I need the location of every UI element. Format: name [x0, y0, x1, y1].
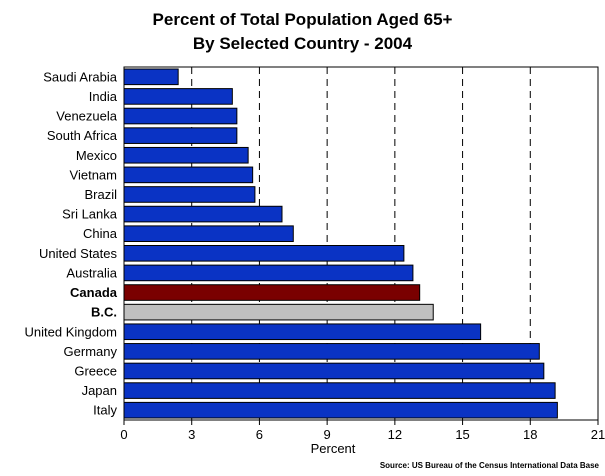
bar-india — [123, 88, 233, 105]
bar-japan — [123, 382, 556, 399]
category-label-india: India — [89, 89, 118, 104]
x-axis-title: Percent — [311, 441, 356, 456]
x-tick-label-15: 15 — [455, 427, 469, 442]
bar-vietnam — [123, 166, 254, 184]
category-label-mexico: Mexico — [76, 148, 117, 163]
x-tick-label-18: 18 — [523, 427, 537, 442]
bar-saudi-arabia — [123, 68, 179, 86]
category-label-venezuela: Venezuela — [56, 109, 117, 124]
x-tick-label-0: 0 — [120, 427, 127, 442]
category-label-south-africa: South Africa — [47, 128, 118, 143]
category-label-united-states: United States — [39, 246, 118, 261]
category-label-greece: Greece — [74, 363, 117, 378]
bar-b-c — [123, 303, 434, 321]
plot-frame — [123, 66, 599, 421]
category-label-b-c: B.C. — [91, 305, 117, 320]
bar-south-africa — [123, 127, 238, 144]
x-tick-label-6: 6 — [256, 427, 263, 442]
category-label-canada: Canada — [70, 285, 118, 300]
category-label-china: China — [83, 226, 118, 241]
chart-title: Percent of Total Population Aged 65+ — [152, 10, 453, 29]
x-tick-label-3: 3 — [188, 427, 195, 442]
category-label-germany: Germany — [64, 344, 118, 359]
chart-subtitle: By Selected Country - 2004 — [192, 34, 413, 53]
bar-sri-lanka — [123, 205, 283, 223]
bar-germany — [123, 343, 540, 360]
bar-mexico — [123, 146, 249, 164]
x-tick-label-21: 21 — [591, 427, 605, 442]
category-label-saudi-arabia: Saudi Arabia — [43, 69, 117, 84]
category-label-sri-lanka: Sri Lanka — [62, 207, 118, 222]
category-label-vietnam: Vietnam — [70, 167, 117, 182]
bar-italy — [123, 401, 558, 419]
bar-brazil — [123, 186, 256, 203]
category-label-japan: Japan — [82, 383, 117, 398]
bar-united-kingdom — [123, 323, 482, 341]
x-tick-label-9: 9 — [324, 427, 331, 442]
bar-united-states — [123, 245, 405, 262]
category-label-italy: Italy — [93, 403, 117, 418]
bar-venezuela — [123, 107, 238, 125]
bar-canada — [123, 284, 421, 301]
bar-australia — [123, 264, 414, 282]
x-tick-label-12: 12 — [388, 427, 402, 442]
source-note: Source: US Bureau of the Census Internat… — [379, 461, 599, 470]
category-label-australia: Australia — [66, 265, 117, 280]
bar-greece — [123, 362, 545, 380]
category-label-united-kingdom: United Kingdom — [25, 324, 118, 339]
category-label-brazil: Brazil — [84, 187, 117, 202]
bar-china — [123, 225, 294, 242]
